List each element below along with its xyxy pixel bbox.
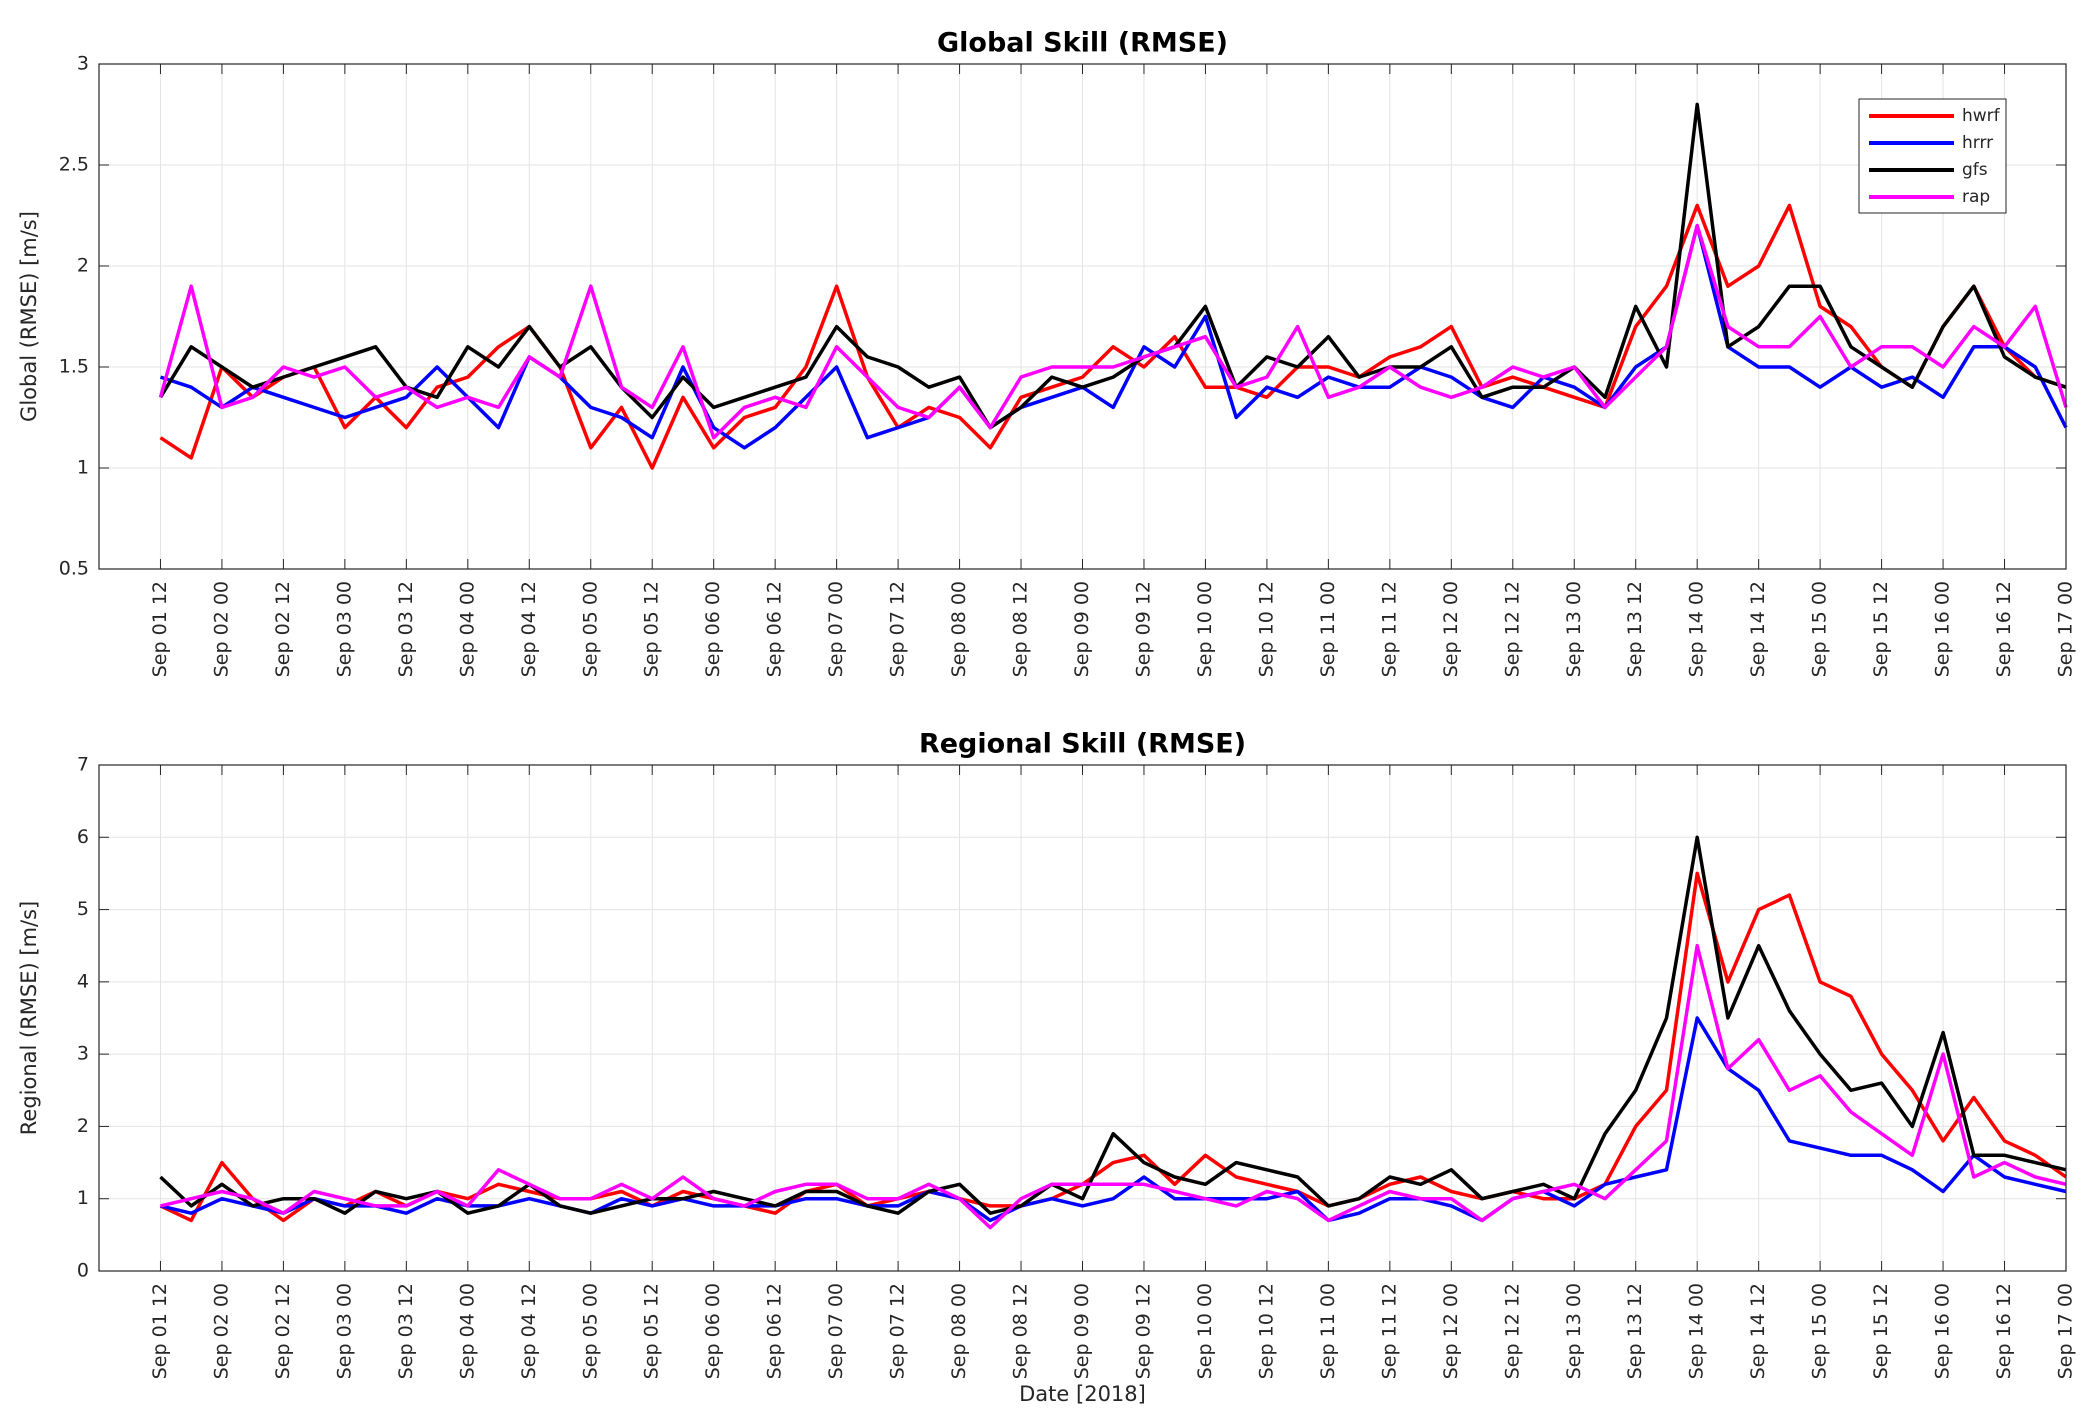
- chart-title: Global Skill (RMSE): [937, 28, 1228, 59]
- series-line: [160, 943, 2067, 1230]
- x-tick-label: Sep 03 12: [395, 581, 417, 677]
- x-tick-label: Sep 03 00: [333, 581, 355, 677]
- x-tick-label: Sep 16 12: [1993, 1283, 2015, 1379]
- x-tick-label: Sep 12 00: [1440, 581, 1462, 677]
- y-tick-label: 1.5: [59, 356, 89, 378]
- series-line: [160, 1016, 2067, 1223]
- series-line: [158, 223, 2068, 440]
- x-tick-label: Sep 02 12: [272, 581, 294, 677]
- x-tick-label: Sep 15 12: [1870, 1283, 1892, 1379]
- x-tick-label: Sep 10 12: [1255, 1283, 1277, 1379]
- y-axis-label: Regional (RMSE) [m/s]: [17, 901, 41, 1136]
- x-tick-label: Sep 13 12: [1624, 1283, 1646, 1379]
- x-tick-label: Sep 08 00: [948, 1283, 970, 1379]
- y-tick-label: 0: [77, 1260, 89, 1282]
- x-tick-label: Sep 02 00: [210, 581, 232, 677]
- x-tick-label: Sep 10 00: [1194, 581, 1216, 677]
- x-tick-label: Sep 09 00: [1071, 581, 1093, 677]
- x-tick-label: Sep 12 12: [1501, 1283, 1523, 1379]
- x-tick-label: Sep 15 00: [1809, 581, 1831, 677]
- x-tick-label: Sep 11 12: [1378, 581, 1400, 677]
- series-line: [159, 835, 2067, 1215]
- x-tick-label: Sep 09 12: [1132, 581, 1154, 677]
- legend-label: rap: [1962, 187, 1990, 207]
- chart-title: Regional Skill (RMSE): [919, 729, 1246, 760]
- x-tick-label: Sep 17 00: [2055, 1283, 2077, 1379]
- series-line: [159, 203, 2067, 470]
- legend-label: hwrf: [1962, 106, 2001, 126]
- x-tick-label: Sep 12 00: [1440, 1283, 1462, 1379]
- x-tick-label: Sep 09 00: [1071, 1283, 1093, 1379]
- x-tick-label: Sep 14 12: [1747, 581, 1769, 677]
- x-tick-label: Sep 06 12: [764, 581, 786, 677]
- x-axis-label: Date [2018]: [1019, 1382, 1146, 1406]
- x-tick-label: Sep 02 12: [272, 1283, 294, 1379]
- axes-frame: [98, 63, 2067, 570]
- x-tick-label: Sep 05 12: [641, 1283, 663, 1379]
- y-tick-label: 7: [77, 754, 89, 776]
- legend-label: hrrr: [1962, 133, 1993, 153]
- x-tick-label: Sep 15 00: [1809, 1283, 1831, 1379]
- x-tick-label: Sep 17 00: [2055, 581, 2077, 677]
- x-tick-label: Sep 04 12: [518, 581, 540, 677]
- x-tick-label: Sep 03 12: [395, 1283, 417, 1379]
- y-tick-label: 6: [77, 826, 89, 848]
- x-tick-label: Sep 04 00: [456, 1283, 478, 1379]
- x-tick-label: Sep 05 00: [579, 581, 601, 677]
- x-tick-label: Sep 06 12: [764, 1283, 786, 1379]
- x-tick-label: Sep 01 12: [149, 1283, 171, 1379]
- y-tick-label: 1: [77, 1187, 89, 1209]
- x-tick-label: Sep 11 12: [1378, 1283, 1400, 1379]
- y-tick-label: 4: [77, 970, 89, 992]
- y-axis-label: Global (RMSE) [m/s]: [17, 211, 41, 422]
- x-tick-label: Sep 07 12: [887, 581, 909, 677]
- x-tick-label: Sep 08 00: [948, 581, 970, 677]
- x-tick-label: Sep 14 00: [1686, 581, 1708, 677]
- x-tick-label: Sep 09 12: [1132, 1283, 1154, 1379]
- x-tick-label: Sep 15 12: [1870, 581, 1892, 677]
- y-tick-label: 0.5: [59, 558, 89, 580]
- x-tick-label: Sep 11 00: [1317, 581, 1339, 677]
- x-tick-label: Sep 16 12: [1993, 581, 2015, 677]
- x-tick-label: Sep 04 12: [518, 1283, 540, 1379]
- x-tick-label: Sep 12 12: [1501, 581, 1523, 677]
- x-tick-label: Sep 13 00: [1563, 1283, 1585, 1379]
- x-tick-label: Sep 04 00: [456, 581, 478, 677]
- series-line: [159, 223, 2068, 450]
- x-tick-label: Sep 14 00: [1686, 1283, 1708, 1379]
- axes-frame: [98, 764, 2067, 1272]
- y-tick-label: 2.5: [59, 154, 89, 176]
- x-tick-label: Sep 11 00: [1317, 1283, 1339, 1379]
- x-tick-label: Sep 13 00: [1563, 581, 1585, 677]
- x-tick-label: Sep 08 12: [1010, 581, 1032, 677]
- x-tick-label: Sep 13 12: [1624, 581, 1646, 677]
- x-tick-label: Sep 05 12: [641, 581, 663, 677]
- x-tick-label: Sep 08 12: [1010, 1283, 1032, 1379]
- x-tick-label: Sep 07 00: [825, 1283, 847, 1379]
- x-tick-label: Sep 01 12: [149, 581, 171, 677]
- x-tick-label: Sep 10 00: [1194, 1283, 1216, 1379]
- y-tick-label: 2: [77, 255, 89, 277]
- y-tick-label: 2: [77, 1115, 89, 1137]
- y-tick-label: 3: [77, 1043, 89, 1065]
- y-tick-label: 3: [77, 53, 89, 75]
- x-tick-label: Sep 02 00: [210, 1283, 232, 1379]
- x-tick-label: Sep 07 00: [825, 581, 847, 677]
- series-line: [159, 102, 2067, 430]
- x-tick-label: Sep 03 00: [333, 1283, 355, 1379]
- x-tick-label: Sep 05 00: [579, 1283, 601, 1379]
- x-tick-label: Sep 06 00: [702, 1283, 724, 1379]
- x-tick-label: Sep 06 00: [702, 581, 724, 677]
- x-tick-label: Sep 16 00: [1932, 1283, 1954, 1379]
- y-tick-label: 1: [77, 457, 89, 479]
- x-tick-label: Sep 07 12: [887, 1283, 909, 1379]
- x-tick-label: Sep 10 12: [1255, 581, 1277, 677]
- y-tick-label: 5: [77, 898, 89, 920]
- x-tick-label: Sep 14 12: [1747, 1283, 1769, 1379]
- x-tick-label: Sep 16 00: [1932, 581, 1954, 677]
- legend-label: gfs: [1962, 160, 1988, 180]
